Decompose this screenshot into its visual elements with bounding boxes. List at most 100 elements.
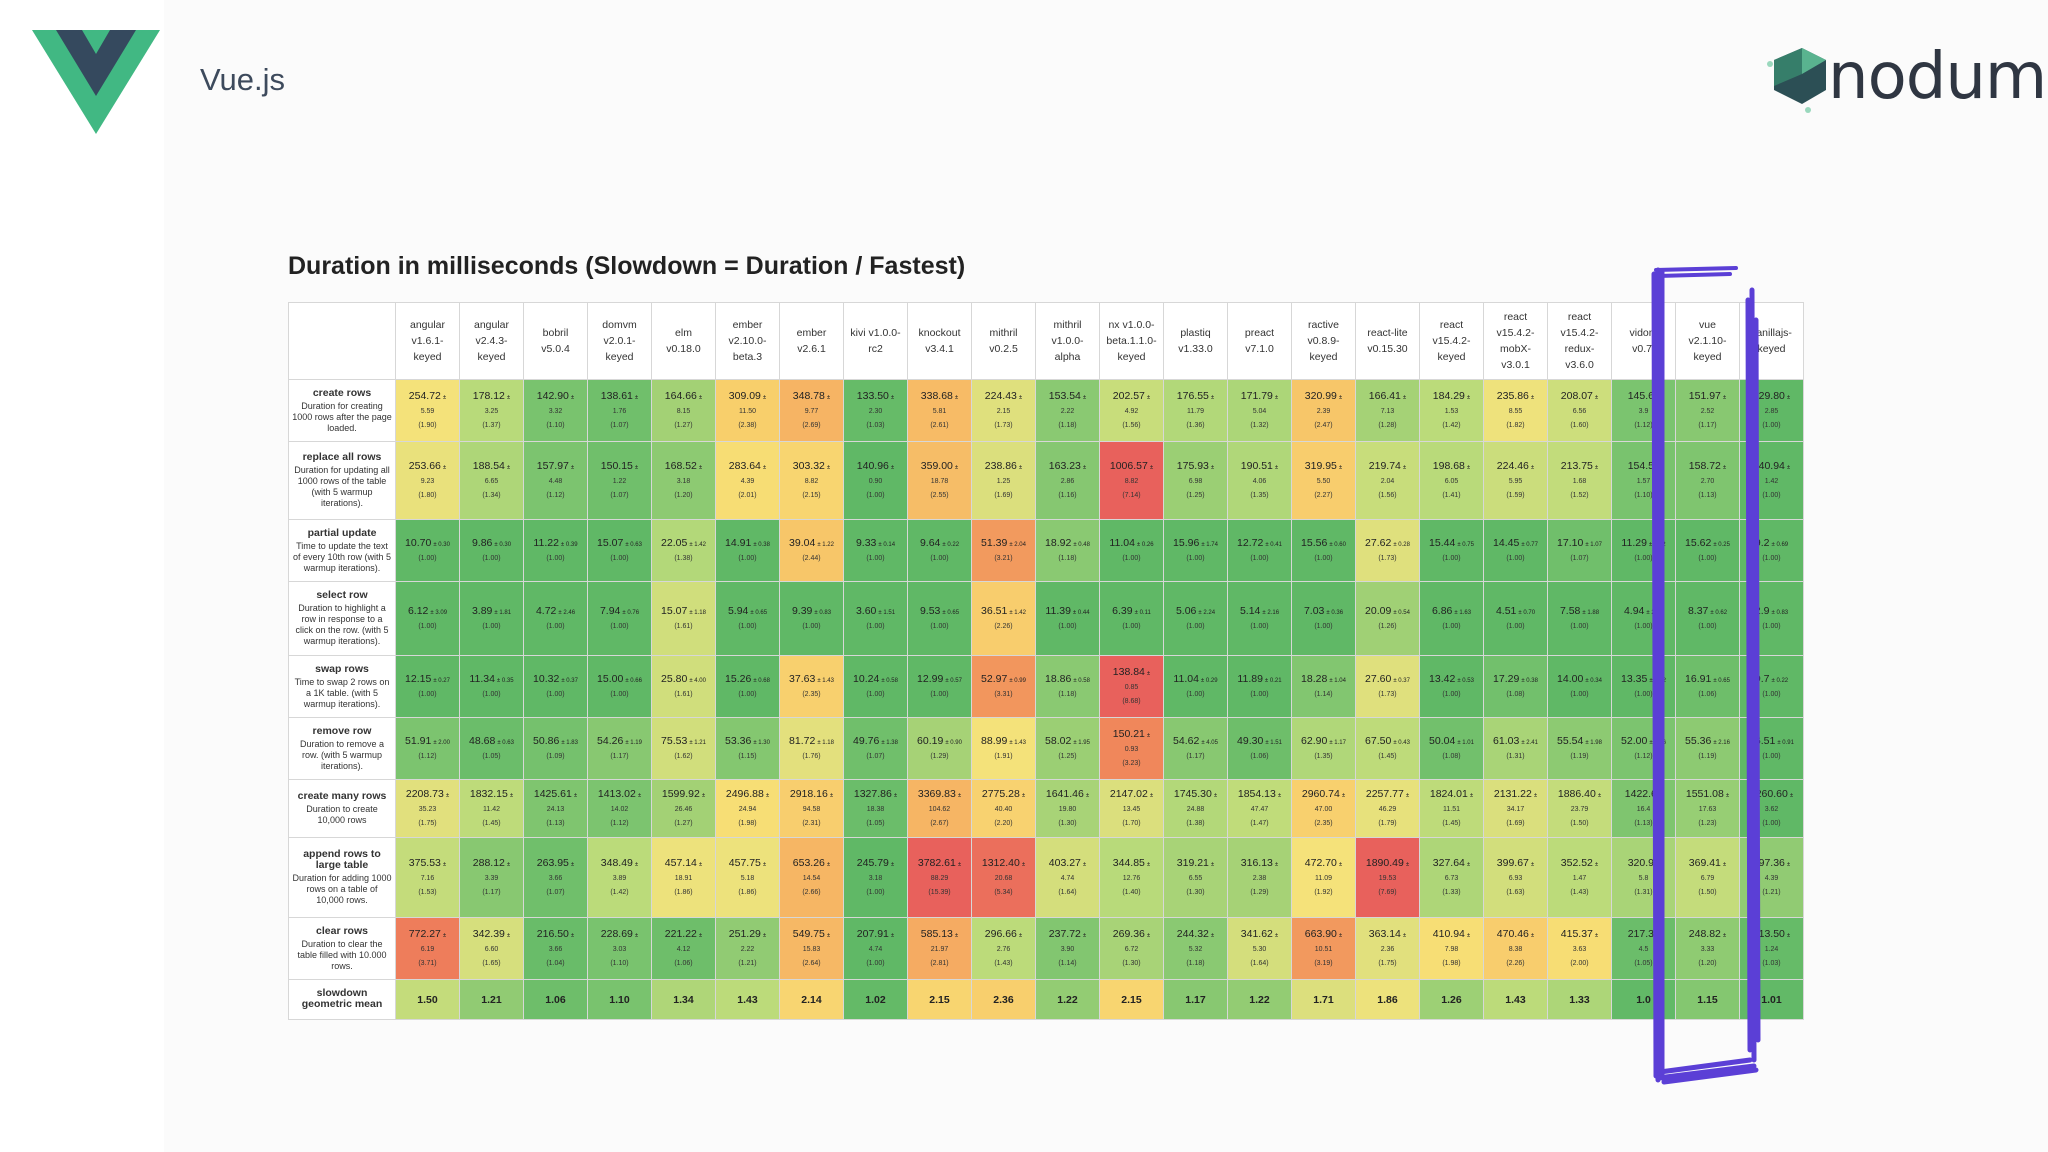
stddev-inline: ± 1.88: [1582, 609, 1600, 616]
stddev-value: 3.9: [1638, 407, 1649, 415]
result-cell: 327.64 ±6.73 (1.33): [1419, 837, 1484, 918]
plus-minus-icon: ±: [1466, 861, 1471, 868]
stddev-inline: ± 0.65: [750, 609, 768, 616]
stddev-value: 5.59: [420, 407, 435, 415]
chart-title: Duration in milliseconds (Slowdown = Dur…: [288, 252, 966, 280]
slowdown-value: (2.01): [738, 491, 757, 499]
stddev-value: 9.77: [804, 407, 819, 415]
duration-value: 9.86 ± 0.30: [460, 536, 523, 552]
result-cell: 46.51 ± 0.91 (1.00): [1739, 717, 1804, 780]
duration-number: 320.9: [1627, 856, 1654, 869]
result-cell: 20.09 ± 0.54 (1.26): [1355, 581, 1420, 656]
stddev-inline: ± 1.43: [817, 677, 834, 684]
slowdown-value: (1.12): [1634, 421, 1653, 429]
duration-number: 164.66: [664, 389, 697, 402]
duration-number: 352.52: [1560, 856, 1593, 869]
result-cell: 5.94 ± 0.65 (1.00): [715, 581, 780, 656]
slowdown-value: (1.05): [1634, 959, 1653, 967]
result-cell: 2.9 ± 0.83 (1.00): [1739, 581, 1804, 656]
result-cell: 27.60 ± 0.37 (1.73): [1355, 655, 1420, 718]
duration-value: 319.95 ±: [1292, 459, 1355, 475]
slowdown-value: (1.00): [1122, 554, 1141, 562]
duration-value: 62.90 ± 1.17: [1292, 734, 1355, 750]
duration-value: 166.41 ±: [1356, 389, 1419, 405]
stddev-inline: ± 0.37: [561, 677, 578, 684]
duration-value: 15.00 ± 0.66: [588, 672, 651, 688]
result-cell: 359.00 ±18.78 (2.55): [907, 441, 972, 520]
duration-number: 585.13: [920, 927, 953, 940]
slowdown-value: (1.00): [1250, 690, 1269, 698]
result-cell: 10.24 ± 0.58 (1.00): [843, 655, 908, 718]
plus-minus-icon: ±: [954, 394, 959, 401]
plus-minus-icon: ±: [1085, 792, 1090, 799]
column-header-line: beta.3: [732, 351, 763, 363]
duration-number: 9.2: [1754, 536, 1770, 549]
result-cell: 140.96 ±0.90 (1.00): [843, 441, 908, 520]
column-header-line: v7.1.0: [1245, 343, 1274, 355]
slowdown-value: (1.07): [610, 421, 629, 429]
slowdown-value: (1.60): [1570, 421, 1589, 429]
duration-number: 11.29: [1621, 536, 1647, 549]
slowdown-value: (1.31): [1634, 888, 1653, 896]
slowdown-value: (1.31): [1506, 752, 1525, 760]
result-cell: 283.64 ±4.39 (2.01): [715, 441, 780, 520]
slowdown-value: (1.64): [1250, 959, 1269, 967]
duration-value: 22.05 ± 1.42: [652, 536, 715, 552]
duration-value: 164.66 ±: [652, 389, 715, 405]
column-header-line: v15.4.2-: [1432, 335, 1471, 347]
result-cell: 12.99 ± 0.57 (1.00): [907, 655, 972, 718]
duration-value: 12.99 ± 0.57: [908, 672, 971, 688]
stddev-inline: ± 0.62: [1648, 541, 1666, 548]
result-cell: 14.00 ± 0.34 (1.00): [1547, 655, 1612, 718]
duration-value: 341.62 ±: [1228, 927, 1291, 943]
column-header: vidom v0.7.: [1611, 302, 1676, 380]
column-header: kivi v1.0.0- rc2: [843, 302, 908, 380]
duration-number: 221.22: [664, 927, 697, 940]
operation-name: remove row: [312, 724, 372, 737]
stddev-inline: ± 0.22: [942, 541, 960, 548]
duration-number: 55.36: [1685, 734, 1712, 747]
slowdown-value: (1.00): [546, 690, 565, 698]
slowdown-value: (1.56): [1122, 421, 1141, 429]
duration-value: 235.86 ±: [1484, 389, 1547, 405]
duration-value: 1745.30 ±: [1164, 787, 1227, 803]
column-header-line: vue: [1699, 319, 1716, 331]
duration-number: 269.36: [1112, 927, 1145, 940]
duration-number: 244.32: [1176, 927, 1209, 940]
result-cell: 55.54 ± 1.98 (1.19): [1547, 717, 1612, 780]
duration-value: 309.09 ±: [716, 389, 779, 405]
plus-minus-icon: ±: [1655, 394, 1660, 401]
slowdown-value: (1.00): [866, 888, 885, 896]
duration-value: 150.15 ±: [588, 459, 651, 475]
stddev-value: 2.22: [1060, 407, 1075, 415]
plus-minus-icon: ±: [957, 861, 962, 868]
duration-value: 238.86 ±: [972, 459, 1035, 475]
result-cell: 303.32 ±8.82 (2.15): [779, 441, 844, 520]
duration-number: 13.42: [1429, 672, 1456, 685]
row-header: append rows to large table Duration for a…: [288, 837, 396, 918]
stddev-value: 2.52: [1700, 407, 1715, 415]
duration-value: 4.94 ± 2.10: [1612, 604, 1675, 620]
result-cell: 410.94 ±7.98 (1.98): [1419, 917, 1484, 980]
geometric-mean-cell: 2.15: [1099, 979, 1164, 1020]
result-cell: 88.99 ± 1.43 (1.91): [971, 717, 1036, 780]
duration-value: 54.62 ± 4.05: [1164, 734, 1227, 750]
column-header-line: keyed: [1309, 351, 1338, 363]
duration-number: 235.86: [1496, 389, 1529, 402]
result-cell: 14.45 ± 0.77 (1.00): [1483, 519, 1548, 582]
plus-minus-icon: ±: [1277, 792, 1282, 799]
stddev-inline: ± 0.26: [1136, 541, 1154, 548]
column-header-line: v0.8.9-: [1307, 335, 1340, 347]
slowdown-value: (1.14): [1058, 959, 1077, 967]
stddev-value: 3.03: [612, 945, 627, 953]
slowdown-value: (1.20): [674, 491, 693, 499]
result-cell: 15.96 ± 1.74 (1.00): [1163, 519, 1228, 582]
result-cell: 48.68 ± 0.63 (1.05): [459, 717, 524, 780]
column-header-line: react: [1503, 311, 1528, 323]
stddev-inline: ± 0.14: [878, 541, 896, 548]
duration-number: 254.72: [408, 389, 441, 402]
result-cell: 1641.46 ±19.80 (1.30): [1035, 779, 1100, 838]
column-header-line: keyed: [1437, 351, 1466, 363]
stddev-value: 24.88: [1186, 805, 1205, 813]
stddev-value: 14.02: [610, 805, 629, 813]
